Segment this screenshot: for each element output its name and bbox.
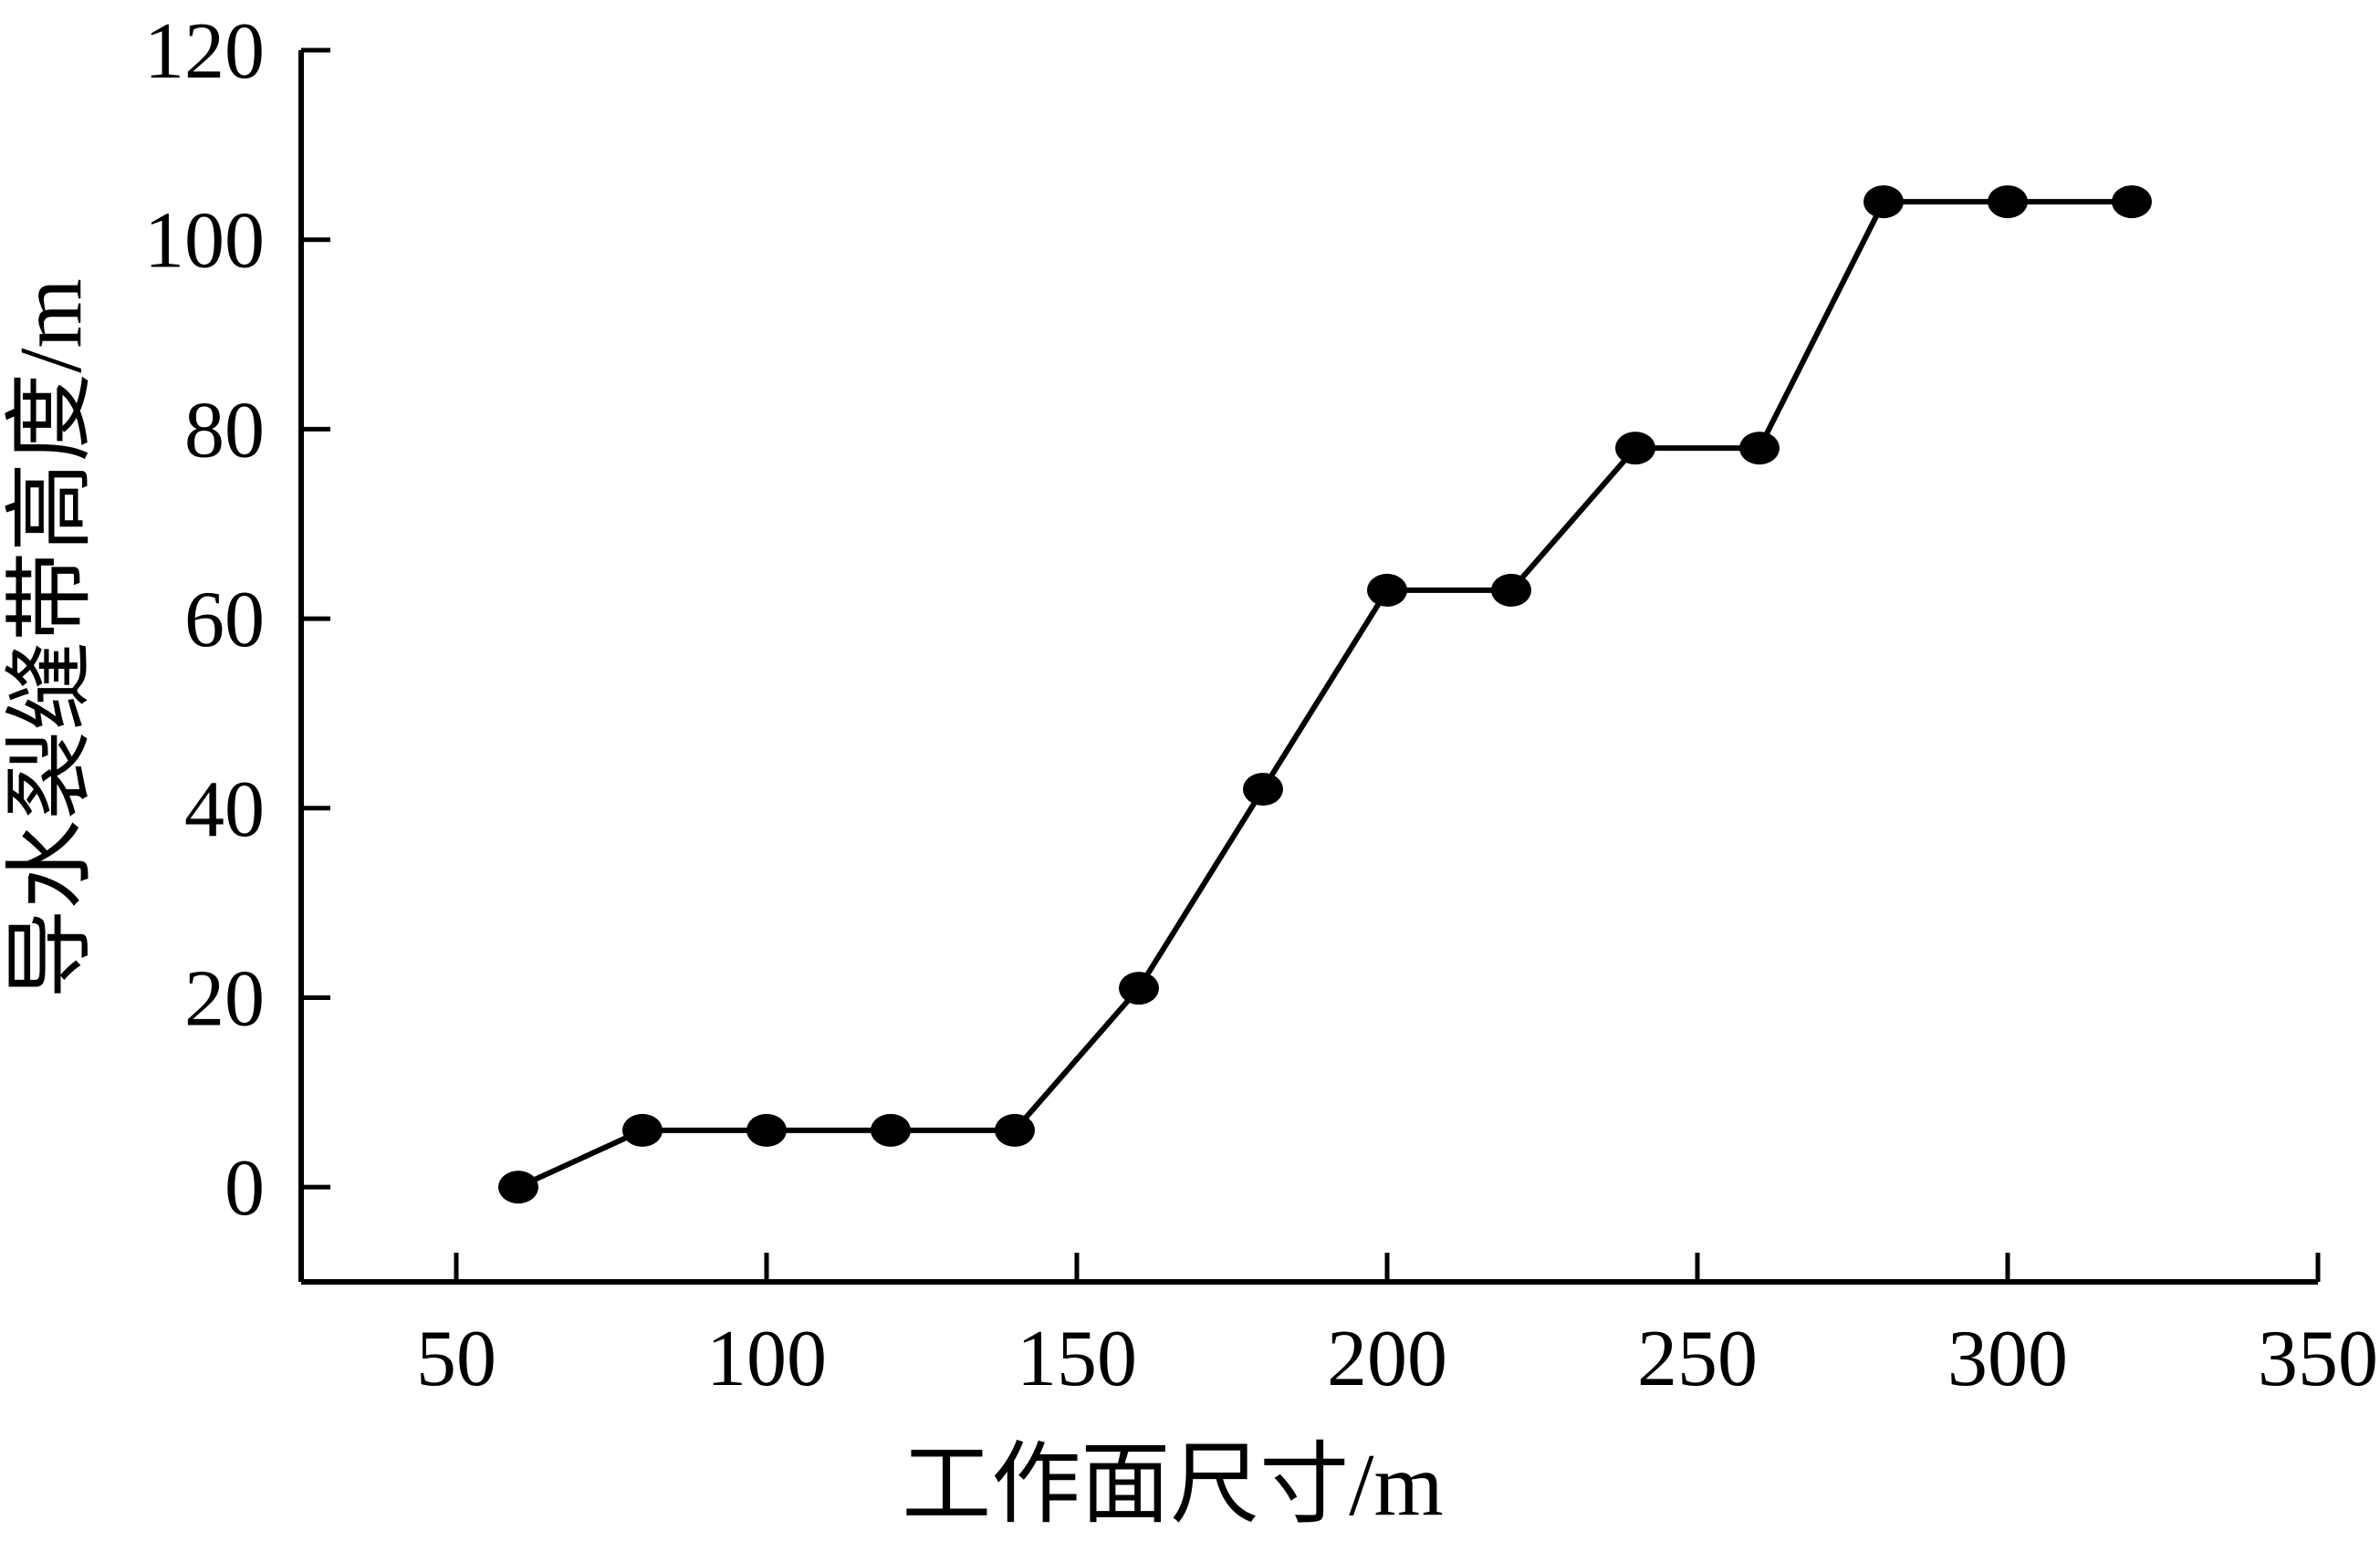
y-tick-label: 60 [184,576,265,664]
data-point [498,1171,538,1204]
x-tick-label: 300 [1947,1315,2068,1403]
series-line [517,199,2132,1190]
data-point [1988,185,2028,219]
y-axis-ticks: 0 20 40 60 80 100 120 [144,7,330,1233]
data-point [1615,432,1655,465]
data-point [1491,573,1531,607]
data-point [1243,773,1283,806]
y-tick-label: 120 [144,7,265,96]
data-point [1739,432,1780,465]
y-axis-label: 导水裂缝带高度/m [2,278,100,998]
y-tick-label: 80 [184,386,265,474]
data-point [1119,972,1159,1005]
data-point [746,1113,787,1147]
x-axis-label: 工作面尺寸/m [902,1436,1443,1535]
x-axis-ticks: 50 100 150 200 250 300 350 [416,1253,2378,1403]
x-tick-label: 200 [1327,1315,1447,1403]
data-point [622,1113,663,1147]
x-tick-label: 350 [2258,1315,2378,1403]
data-point [2112,185,2152,219]
x-tick-label: 150 [1017,1315,1137,1403]
data-point [1367,573,1407,607]
plot-area [498,185,2152,1204]
data-point [995,1113,1035,1147]
y-tick-label: 40 [184,765,265,854]
x-tick-label: 100 [706,1315,827,1403]
data-point [1863,185,1904,219]
axes [298,50,2318,1285]
y-tick-label: 0 [224,1144,265,1233]
y-tick-label: 20 [184,954,265,1043]
x-tick-label: 250 [1637,1315,1758,1403]
data-point [871,1113,911,1147]
x-tick-label: 50 [416,1315,496,1403]
y-tick-label: 100 [144,197,265,286]
